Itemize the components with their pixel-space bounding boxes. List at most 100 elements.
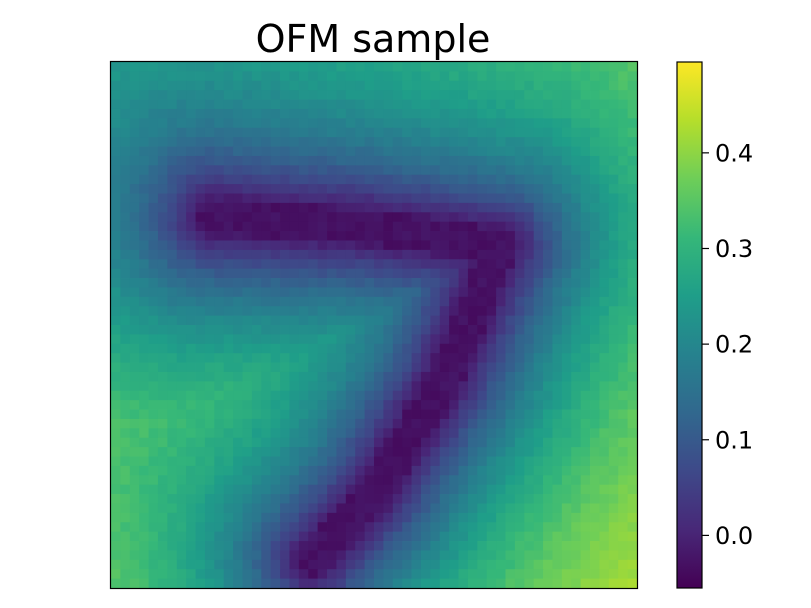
heatmap-cell	[157, 400, 168, 410]
heatmap-cell	[308, 456, 319, 467]
heatmap-cell	[148, 278, 159, 288]
heatmap-cell	[280, 71, 290, 82]
heatmap-cell	[120, 569, 131, 579]
heatmap-cell	[261, 184, 272, 194]
heatmap-cell	[148, 249, 159, 260]
heatmap-cell	[458, 146, 469, 157]
heatmap-cell	[580, 400, 591, 410]
heatmap-cell	[270, 287, 281, 298]
heatmap-cell	[233, 108, 243, 119]
heatmap-cell	[139, 80, 149, 91]
heatmap-cell	[449, 371, 459, 382]
heatmap-cell	[280, 465, 290, 476]
heatmap-cell	[223, 71, 234, 82]
heatmap-cell	[345, 231, 356, 241]
heatmap-cell	[355, 306, 365, 316]
heatmap-cell	[364, 362, 375, 373]
heatmap-cell	[298, 287, 309, 298]
heatmap-cell	[552, 80, 563, 91]
heatmap-cell	[251, 155, 262, 166]
heatmap-cell	[148, 202, 159, 213]
heatmap-cell	[345, 325, 356, 335]
heatmap-cell	[543, 137, 553, 147]
heatmap-cell	[289, 80, 300, 91]
heatmap-cell	[486, 578, 497, 589]
heatmap-cell	[195, 174, 206, 185]
heatmap-cell	[580, 503, 591, 514]
heatmap-cell	[242, 287, 253, 298]
heatmap-cell	[139, 531, 149, 542]
heatmap-cell	[298, 475, 309, 486]
heatmap-cell	[524, 325, 535, 335]
heatmap-cell	[514, 484, 525, 495]
heatmap-cell	[204, 80, 215, 91]
heatmap-cell	[111, 165, 121, 176]
heatmap-cell	[411, 381, 422, 392]
heatmap-cell	[533, 400, 544, 410]
heatmap-cell	[477, 278, 488, 288]
heatmap-cell	[439, 212, 450, 223]
heatmap-cell	[449, 90, 459, 100]
heatmap-cell	[120, 268, 131, 279]
heatmap-cell	[327, 390, 337, 401]
heatmap-cell	[233, 137, 243, 147]
heatmap-cell	[439, 315, 450, 326]
heatmap-cell	[298, 315, 309, 326]
heatmap-cell	[439, 90, 450, 100]
heatmap-cell	[261, 550, 272, 561]
heatmap-cell	[148, 456, 159, 467]
heatmap-cell	[204, 334, 215, 345]
heatmap-cell	[420, 71, 431, 82]
heatmap-cell	[552, 240, 563, 251]
heatmap-cell	[505, 541, 516, 551]
heatmap-cell	[486, 62, 497, 72]
heatmap-cell	[411, 278, 422, 288]
heatmap-cell	[148, 221, 159, 232]
heatmap-cell	[618, 428, 628, 439]
heatmap-cell	[261, 522, 272, 533]
heatmap-cell	[599, 118, 610, 129]
heatmap-cell	[514, 268, 525, 279]
heatmap-cell	[533, 287, 544, 298]
heatmap-cell	[345, 315, 356, 326]
heatmap-cell	[524, 418, 535, 429]
heatmap-cell	[111, 494, 121, 504]
heatmap-cell	[214, 484, 225, 495]
heatmap-cell	[599, 400, 610, 410]
heatmap-cell	[251, 456, 262, 467]
heatmap-cell	[458, 418, 469, 429]
heatmap-cell	[298, 146, 309, 157]
heatmap-cell	[571, 503, 582, 514]
heatmap-cell	[298, 221, 309, 232]
heatmap-cell	[561, 484, 572, 495]
heatmap-cell	[449, 71, 459, 82]
heatmap-cell	[514, 231, 525, 241]
heatmap-cell	[467, 296, 478, 307]
heatmap-cell	[327, 71, 337, 82]
heatmap-cell	[505, 212, 516, 223]
heatmap-cell	[336, 296, 347, 307]
heatmap-cell	[439, 249, 450, 260]
heatmap-cell	[251, 240, 262, 251]
heatmap-cell	[157, 315, 168, 326]
heatmap-cell	[120, 259, 131, 270]
heatmap-cell	[242, 465, 253, 476]
heatmap-cell	[486, 137, 497, 147]
heatmap-cell	[111, 146, 121, 157]
heatmap-cell	[627, 531, 638, 542]
heatmap-cell	[261, 400, 272, 410]
heatmap-cell	[327, 503, 337, 514]
heatmap-cell	[139, 325, 149, 335]
heatmap-cell	[561, 381, 572, 392]
heatmap-cell	[514, 296, 525, 307]
heatmap-cell	[345, 202, 356, 213]
heatmap-cell	[355, 240, 365, 251]
heatmap-cell	[355, 268, 365, 279]
heatmap-cell	[392, 71, 403, 82]
heatmap-cell	[467, 447, 478, 457]
heatmap-cell	[345, 221, 356, 232]
heatmap-cell	[420, 541, 431, 551]
heatmap-cell	[524, 306, 535, 316]
heatmap-cell	[298, 578, 309, 589]
heatmap-cell	[618, 259, 628, 270]
